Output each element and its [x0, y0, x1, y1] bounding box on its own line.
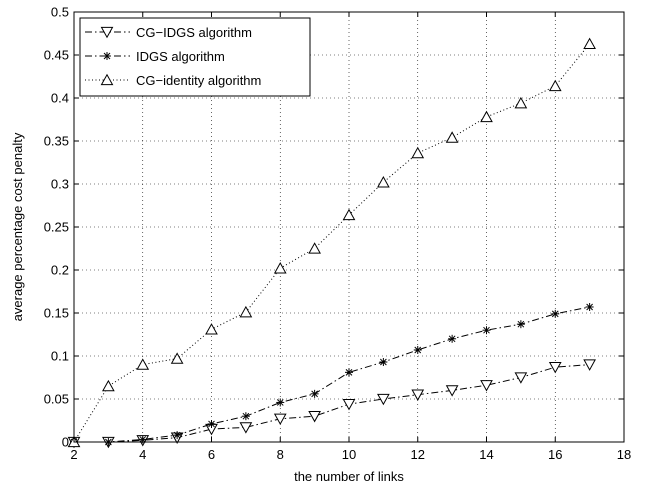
tick-marks — [73, 11, 625, 443]
series-line — [73, 43, 591, 443]
legend-marker — [103, 52, 111, 60]
x-tick-label: 18 — [617, 447, 631, 462]
x-tick-label: 8 — [277, 447, 284, 462]
legend-box — [79, 17, 311, 97]
data-point — [308, 242, 321, 254]
data-point — [548, 79, 562, 92]
legend-label: CG−identity algorithm — [136, 73, 261, 88]
data-point — [377, 176, 390, 188]
data-point — [342, 398, 356, 411]
legend: CG−IDGS algorithm IDGS algorithm CG−identi… — [79, 17, 311, 97]
y-tick-label: 0.45 — [44, 48, 69, 63]
data-point — [379, 358, 388, 367]
data-point — [448, 334, 457, 343]
star-stroke — [208, 420, 215, 428]
data-point — [551, 309, 560, 318]
series-line — [74, 364, 590, 443]
data-point — [239, 422, 253, 434]
data-point — [514, 372, 528, 384]
data-point — [516, 320, 525, 329]
data-point — [273, 262, 287, 274]
series-2 — [67, 37, 596, 448]
x-tick-labels: 2 4 6 8 10 12 14 16 18 — [70, 447, 631, 462]
data-point — [310, 389, 319, 398]
data-point — [583, 359, 596, 371]
data-point — [241, 412, 250, 421]
data-point — [445, 131, 459, 143]
y-tick-label: 0.3 — [51, 177, 69, 192]
star-stroke — [242, 412, 250, 420]
data-point — [445, 385, 459, 397]
data-point — [239, 305, 253, 318]
data-point — [207, 419, 216, 428]
star-stroke — [414, 346, 422, 354]
data-point — [548, 362, 562, 374]
y-tick-label: 0 — [62, 435, 69, 450]
data-point — [136, 358, 150, 370]
data-point — [273, 413, 287, 426]
star-stroke — [103, 52, 111, 60]
legend-marker — [100, 26, 114, 39]
data-point — [377, 393, 390, 406]
star-stroke — [276, 399, 284, 406]
data-point — [514, 96, 528, 109]
series-line — [74, 306, 590, 443]
y-tick-label: 0.25 — [44, 220, 69, 235]
data-point — [411, 389, 425, 401]
data-point — [173, 431, 182, 440]
y-tick-label: 0.05 — [44, 392, 69, 407]
data-point — [345, 368, 353, 377]
star-stroke — [586, 303, 593, 311]
star-stroke — [311, 390, 318, 398]
y-tick-labels: 0 0.05 0.1 0.15 0.2 0.25 0.3 0.35 0.4 0.45 0.5 — [44, 5, 69, 450]
data-point — [585, 302, 594, 311]
legend-label: IDGS algorithm — [136, 49, 225, 64]
x-tick-label: 10 — [342, 447, 356, 462]
data-point — [276, 398, 285, 407]
x-axis-label: the number of links — [294, 469, 404, 484]
x-tick-label: 16 — [548, 447, 562, 462]
data-point — [480, 110, 493, 123]
star-stroke — [517, 320, 525, 328]
series-layer — [67, 37, 596, 449]
star-stroke — [345, 368, 353, 376]
y-tick-label: 0.35 — [44, 134, 69, 149]
y-tick-label: 0.5 — [51, 5, 69, 20]
legend-label: CG−IDGS algorithm — [136, 25, 252, 40]
x-tick-label: 6 — [208, 447, 215, 462]
star-stroke — [173, 431, 181, 439]
data-point — [413, 345, 422, 354]
data-point — [411, 146, 425, 159]
legend-marker — [100, 73, 114, 86]
x-tick-label: 12 — [411, 447, 425, 462]
data-point — [482, 326, 491, 335]
star-stroke — [380, 358, 387, 366]
y-tick-label: 0.15 — [44, 306, 69, 321]
data-point — [102, 379, 115, 392]
x-tick-label: 14 — [479, 447, 493, 462]
star-stroke — [448, 335, 456, 343]
y-tick-label: 0.4 — [51, 91, 69, 106]
x-tick-label: 4 — [139, 447, 146, 462]
star-stroke — [483, 326, 490, 334]
star-stroke — [551, 310, 559, 318]
data-point — [170, 352, 184, 364]
data-point — [308, 411, 321, 423]
data-point — [480, 380, 493, 392]
y-tick-label: 0.2 — [51, 263, 69, 278]
y-axis-label: average percentage cost penalty — [10, 132, 25, 321]
x-tick-label: 2 — [70, 447, 77, 462]
data-point — [342, 208, 356, 221]
data-point — [205, 323, 218, 335]
data-point — [583, 37, 596, 49]
y-tick-label: 0.1 — [51, 349, 69, 364]
